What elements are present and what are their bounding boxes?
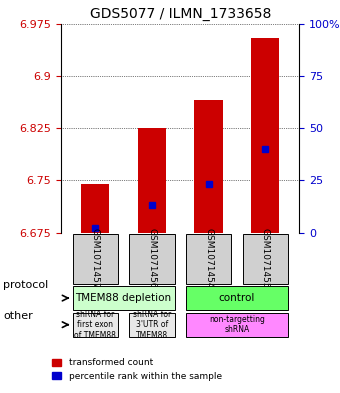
Text: other: other xyxy=(3,311,33,321)
FancyBboxPatch shape xyxy=(186,286,288,310)
Title: GDS5077 / ILMN_1733658: GDS5077 / ILMN_1733658 xyxy=(89,7,271,21)
FancyBboxPatch shape xyxy=(72,286,174,310)
FancyBboxPatch shape xyxy=(186,313,288,337)
Text: non-targetting
shRNA: non-targetting shRNA xyxy=(209,315,265,334)
Text: shRNA for
3'UTR of
TMEM88: shRNA for 3'UTR of TMEM88 xyxy=(133,310,171,340)
Text: control: control xyxy=(219,293,255,303)
FancyBboxPatch shape xyxy=(186,233,231,284)
Text: GSM1071454: GSM1071454 xyxy=(204,228,213,289)
FancyBboxPatch shape xyxy=(72,313,118,337)
Text: shRNA for
first exon
of TMEM88: shRNA for first exon of TMEM88 xyxy=(74,310,116,340)
FancyBboxPatch shape xyxy=(72,233,118,284)
Bar xyxy=(81,184,109,233)
FancyBboxPatch shape xyxy=(242,233,288,284)
Legend: transformed count, percentile rank within the sample: transformed count, percentile rank withi… xyxy=(49,355,225,385)
FancyBboxPatch shape xyxy=(129,313,174,337)
FancyBboxPatch shape xyxy=(129,233,174,284)
Text: GSM1071457: GSM1071457 xyxy=(91,228,100,289)
Text: protocol: protocol xyxy=(3,280,49,290)
Text: GSM1071455: GSM1071455 xyxy=(261,228,270,289)
Bar xyxy=(194,100,223,233)
Bar xyxy=(138,128,166,233)
Text: TMEM88 depletion: TMEM88 depletion xyxy=(75,293,172,303)
Text: GSM1071456: GSM1071456 xyxy=(147,228,156,289)
Bar xyxy=(251,37,279,233)
